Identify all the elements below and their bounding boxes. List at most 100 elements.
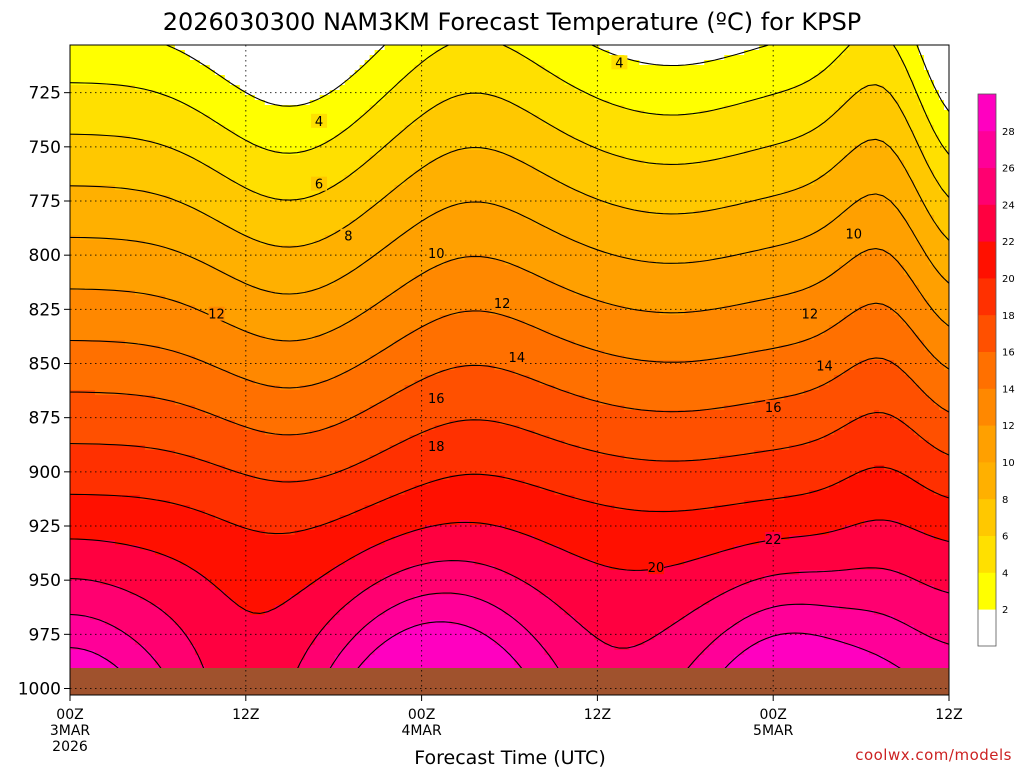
- band-cell: [384, 145, 391, 151]
- band-cell: [159, 180, 166, 186]
- band-cell: [589, 60, 595, 66]
- band-cell: [694, 140, 700, 146]
- band-cell: [699, 100, 705, 106]
- band-cell: [309, 135, 316, 141]
- band-cell: [874, 125, 880, 131]
- band-cell: [439, 90, 446, 96]
- band-cell: [544, 60, 551, 66]
- band-cell: [70, 120, 76, 126]
- band-cell: [764, 80, 770, 86]
- band-cell: [199, 50, 206, 56]
- band-cell: [704, 80, 710, 86]
- band-cell: [274, 55, 281, 61]
- band-cell: [439, 150, 446, 156]
- band-cell: [249, 80, 256, 86]
- band-cell: [589, 130, 595, 136]
- band-cell: [584, 110, 590, 116]
- band-cell: [199, 155, 206, 161]
- band-cell: [444, 45, 451, 51]
- band-cell: [749, 115, 755, 121]
- band-cell: [369, 155, 376, 161]
- band-cell: [799, 115, 805, 121]
- band-cell: [389, 175, 396, 181]
- band-cell: [129, 85, 136, 91]
- band-cell: [219, 60, 226, 66]
- band-cell: [794, 100, 800, 106]
- band-cell: [454, 150, 461, 156]
- band-cell: [644, 80, 650, 86]
- band-cell: [429, 85, 436, 91]
- band-cell: [504, 45, 511, 51]
- band-cell: [759, 65, 765, 71]
- band-cell: [399, 175, 406, 181]
- band-cell: [794, 145, 800, 151]
- band-cell: [224, 50, 231, 56]
- band-cell: [559, 60, 566, 66]
- band-cell: [79, 130, 86, 136]
- band-cell: [144, 95, 151, 101]
- band-cell: [789, 100, 795, 106]
- band-cell: [824, 120, 830, 126]
- band-cell: [109, 105, 116, 111]
- band-cell: [84, 75, 91, 81]
- band-cell: [584, 125, 590, 131]
- band-cell: [934, 85, 940, 91]
- band-cell: [779, 85, 785, 91]
- band-cell: [264, 150, 271, 156]
- band-cell: [944, 170, 949, 176]
- band-cell: [294, 50, 301, 56]
- band-cell: [154, 50, 161, 56]
- band-cell: [559, 175, 566, 181]
- band-cell: [674, 85, 680, 91]
- band-cell: [809, 165, 815, 171]
- band-cell: [939, 180, 945, 186]
- band-cell: [679, 120, 685, 126]
- band-cell: [434, 75, 441, 81]
- band-cell: [909, 135, 915, 141]
- band-cell: [709, 145, 715, 151]
- band-cell: [554, 60, 561, 66]
- band-cell: [884, 45, 890, 51]
- band-cell: [294, 105, 301, 111]
- band-cell: [124, 145, 131, 151]
- band-cell: [164, 85, 171, 91]
- band-cell: [659, 140, 665, 146]
- band-cell: [809, 95, 815, 101]
- band-cell: [934, 65, 940, 71]
- band-cell: [94, 75, 101, 81]
- band-cell: [829, 165, 835, 171]
- band-cell: [309, 85, 316, 91]
- band-cell: [939, 160, 945, 166]
- band-cell: [124, 130, 131, 136]
- band-cell: [509, 135, 516, 141]
- band-cell: [389, 105, 396, 111]
- band-cell: [864, 140, 870, 146]
- band-cell: [819, 95, 825, 101]
- band-cell: [534, 85, 541, 91]
- band-cell: [109, 145, 116, 151]
- band-cell: [814, 55, 820, 61]
- band-cell: [79, 65, 86, 71]
- band-cell: [279, 75, 286, 81]
- band-cell: [184, 70, 191, 76]
- band-cell: [489, 80, 496, 86]
- band-cell: [709, 150, 715, 156]
- band-cell: [489, 180, 496, 186]
- band-cell: [359, 55, 366, 61]
- band-cell: [829, 45, 835, 51]
- band-cell: [99, 120, 106, 126]
- band-cell: [524, 95, 531, 101]
- band-cell: [569, 110, 576, 116]
- band-cell: [884, 170, 890, 176]
- band-cell: [439, 60, 446, 66]
- band-cell: [119, 140, 126, 146]
- band-cell: [924, 60, 930, 66]
- band-cell: [824, 55, 830, 61]
- band-cell: [934, 125, 940, 131]
- band-cell: [524, 45, 531, 51]
- band-cell: [679, 60, 685, 66]
- band-cell: [604, 90, 610, 96]
- band-cell: [684, 135, 690, 141]
- band-cell: [609, 80, 615, 86]
- band-cell: [494, 150, 501, 156]
